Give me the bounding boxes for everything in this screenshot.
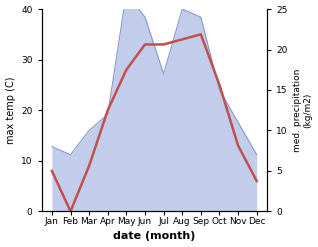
Y-axis label: med. precipitation
(kg/m2): med. precipitation (kg/m2) (293, 68, 313, 152)
Y-axis label: max temp (C): max temp (C) (5, 76, 16, 144)
X-axis label: date (month): date (month) (113, 231, 196, 242)
